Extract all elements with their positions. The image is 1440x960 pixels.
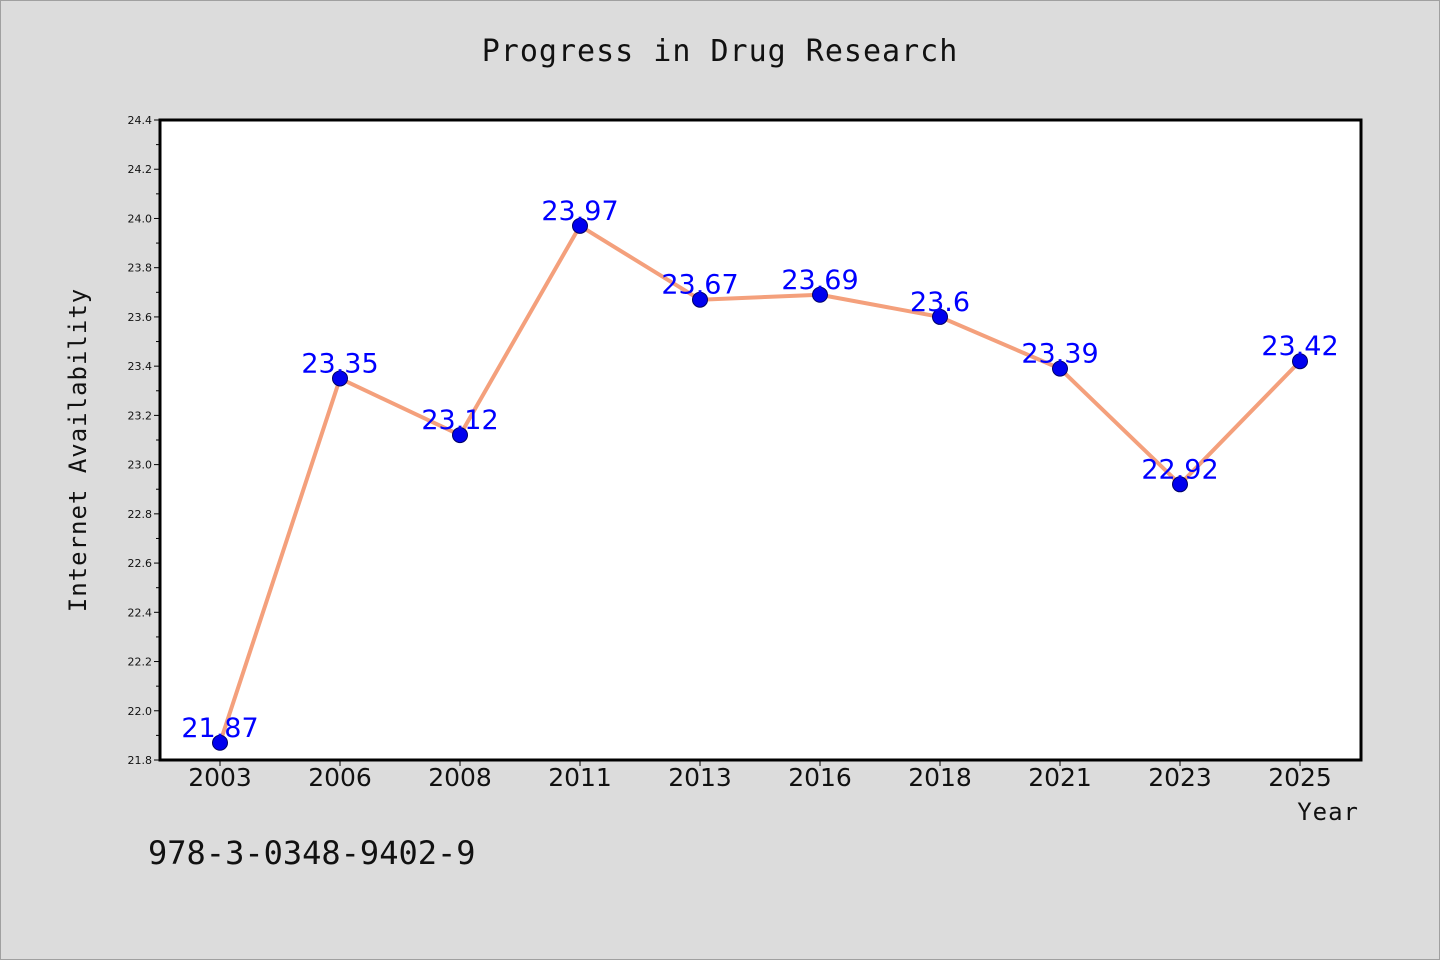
plot-area bbox=[158, 118, 1363, 762]
data-point bbox=[692, 291, 708, 308]
data-point bbox=[1052, 360, 1068, 377]
chart-title: Progress in Drug Research bbox=[481, 34, 959, 69]
y-tick-label: 22.6 bbox=[128, 557, 153, 570]
x-axis-title: Year bbox=[1297, 798, 1359, 826]
y-tick-label: 23.4 bbox=[128, 360, 153, 373]
x-tick-label: 2021 bbox=[1028, 763, 1092, 792]
x-axis: 2003 2006 2008 2011 2013 2016 2018 2021 2023 2025 bbox=[188, 760, 1332, 792]
data-point bbox=[452, 427, 468, 444]
data-label: 23.6 bbox=[910, 287, 970, 318]
x-tick-label: 2016 bbox=[788, 763, 852, 792]
data-point bbox=[932, 308, 948, 325]
y-tick-label: 22.2 bbox=[128, 656, 153, 669]
y-axis: 21.8 22.0 22.2 22.4 22.6 22.8 23.0 23.2 23.4 23.6… bbox=[128, 114, 160, 767]
data-label: 23.97 bbox=[541, 196, 618, 227]
data-label: 21.87 bbox=[181, 713, 258, 744]
y-tick-label: 23.0 bbox=[128, 459, 153, 472]
data-label: 23.39 bbox=[1021, 339, 1098, 370]
x-tick-label: 2008 bbox=[428, 763, 492, 792]
y-tick-label: 23.2 bbox=[128, 409, 153, 422]
x-tick-label: 2011 bbox=[548, 763, 612, 792]
data-point bbox=[812, 286, 828, 303]
data-label: 23.12 bbox=[421, 405, 498, 436]
isbn-text: 978-3-0348-9402-9 bbox=[148, 834, 476, 872]
data-point bbox=[332, 370, 348, 387]
y-tick-label: 24.4 bbox=[128, 114, 153, 127]
series-line bbox=[218, 223, 1302, 744]
y-tick-label: 22.4 bbox=[128, 606, 153, 619]
y-axis-title: Internet Availability bbox=[64, 288, 92, 612]
x-tick-label: 2018 bbox=[908, 763, 972, 792]
data-point bbox=[572, 217, 588, 234]
series-group: 21.87 23.35 23.12 23.97 23.67 23.69 23.6 23.39 2… bbox=[181, 196, 1339, 751]
data-label: 23.69 bbox=[781, 265, 858, 296]
y-tick-label: 22.0 bbox=[128, 705, 153, 718]
x-tick-label: 2003 bbox=[188, 763, 252, 792]
x-tick-label: 2013 bbox=[668, 763, 732, 792]
data-label: 23.42 bbox=[1261, 331, 1338, 362]
y-tick-label: 23.6 bbox=[128, 311, 153, 324]
y-tick-label: 21.8 bbox=[128, 754, 153, 767]
y-tick-label: 24.0 bbox=[128, 212, 153, 225]
data-label: 23.67 bbox=[661, 270, 738, 301]
x-tick-label: 2025 bbox=[1268, 763, 1332, 792]
y-tick-label: 22.8 bbox=[128, 508, 153, 521]
data-point bbox=[1172, 476, 1188, 493]
data-label: 22.92 bbox=[1141, 454, 1218, 485]
x-tick-label: 2006 bbox=[308, 763, 372, 792]
data-point bbox=[1292, 353, 1308, 370]
data-label: 23.35 bbox=[301, 348, 378, 379]
x-tick-label: 2023 bbox=[1148, 763, 1212, 792]
y-tick-label: 24.2 bbox=[128, 163, 153, 176]
y-tick-label: 23.8 bbox=[128, 262, 153, 275]
data-point bbox=[212, 734, 228, 751]
